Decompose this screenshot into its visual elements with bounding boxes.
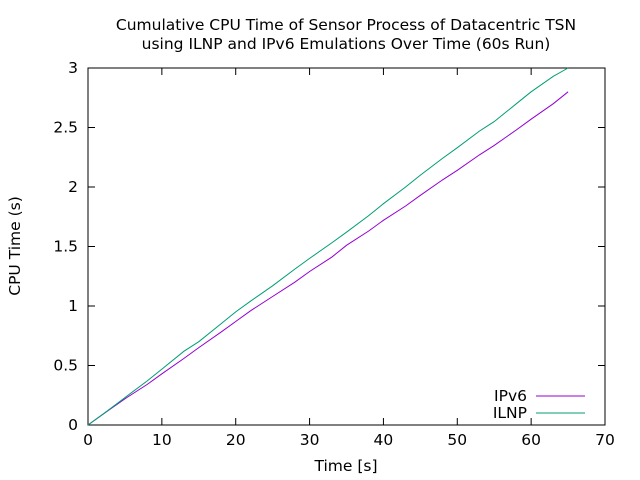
y-tick-label: 1.5: [53, 238, 78, 256]
x-tick-label: 0: [83, 431, 93, 449]
y-axis-label: CPU Time (s): [6, 196, 24, 295]
x-tick-label: 50: [447, 431, 467, 449]
legend-label-ilnp: ILNP: [493, 404, 527, 422]
x-tick-label: 40: [374, 431, 394, 449]
chart-title-line1: Cumulative CPU Time of Sensor Process of…: [116, 16, 576, 34]
y-tick-label: 0.5: [53, 357, 78, 375]
x-tick-label: 10: [152, 431, 172, 449]
x-tick-label: 70: [595, 431, 615, 449]
legend-label-ipv6: IPv6: [494, 387, 527, 405]
x-tick-label: 30: [300, 431, 320, 449]
y-tick-label: 2: [68, 178, 78, 196]
y-tick-label: 1: [68, 297, 78, 315]
series-line-ilnp: [87, 67, 569, 426]
y-tick-label: 2.5: [53, 119, 78, 137]
chart-title-line2: using ILNP and IPv6 Emulations Over Time…: [142, 35, 551, 53]
y-tick-label: 3: [68, 59, 78, 77]
y-tick-label: 0: [68, 416, 78, 434]
x-tick-label: 20: [226, 431, 246, 449]
x-tick-label: 60: [521, 431, 541, 449]
series-line-ipv6: [87, 91, 569, 426]
x-axis-label: Time [s]: [313, 457, 377, 475]
